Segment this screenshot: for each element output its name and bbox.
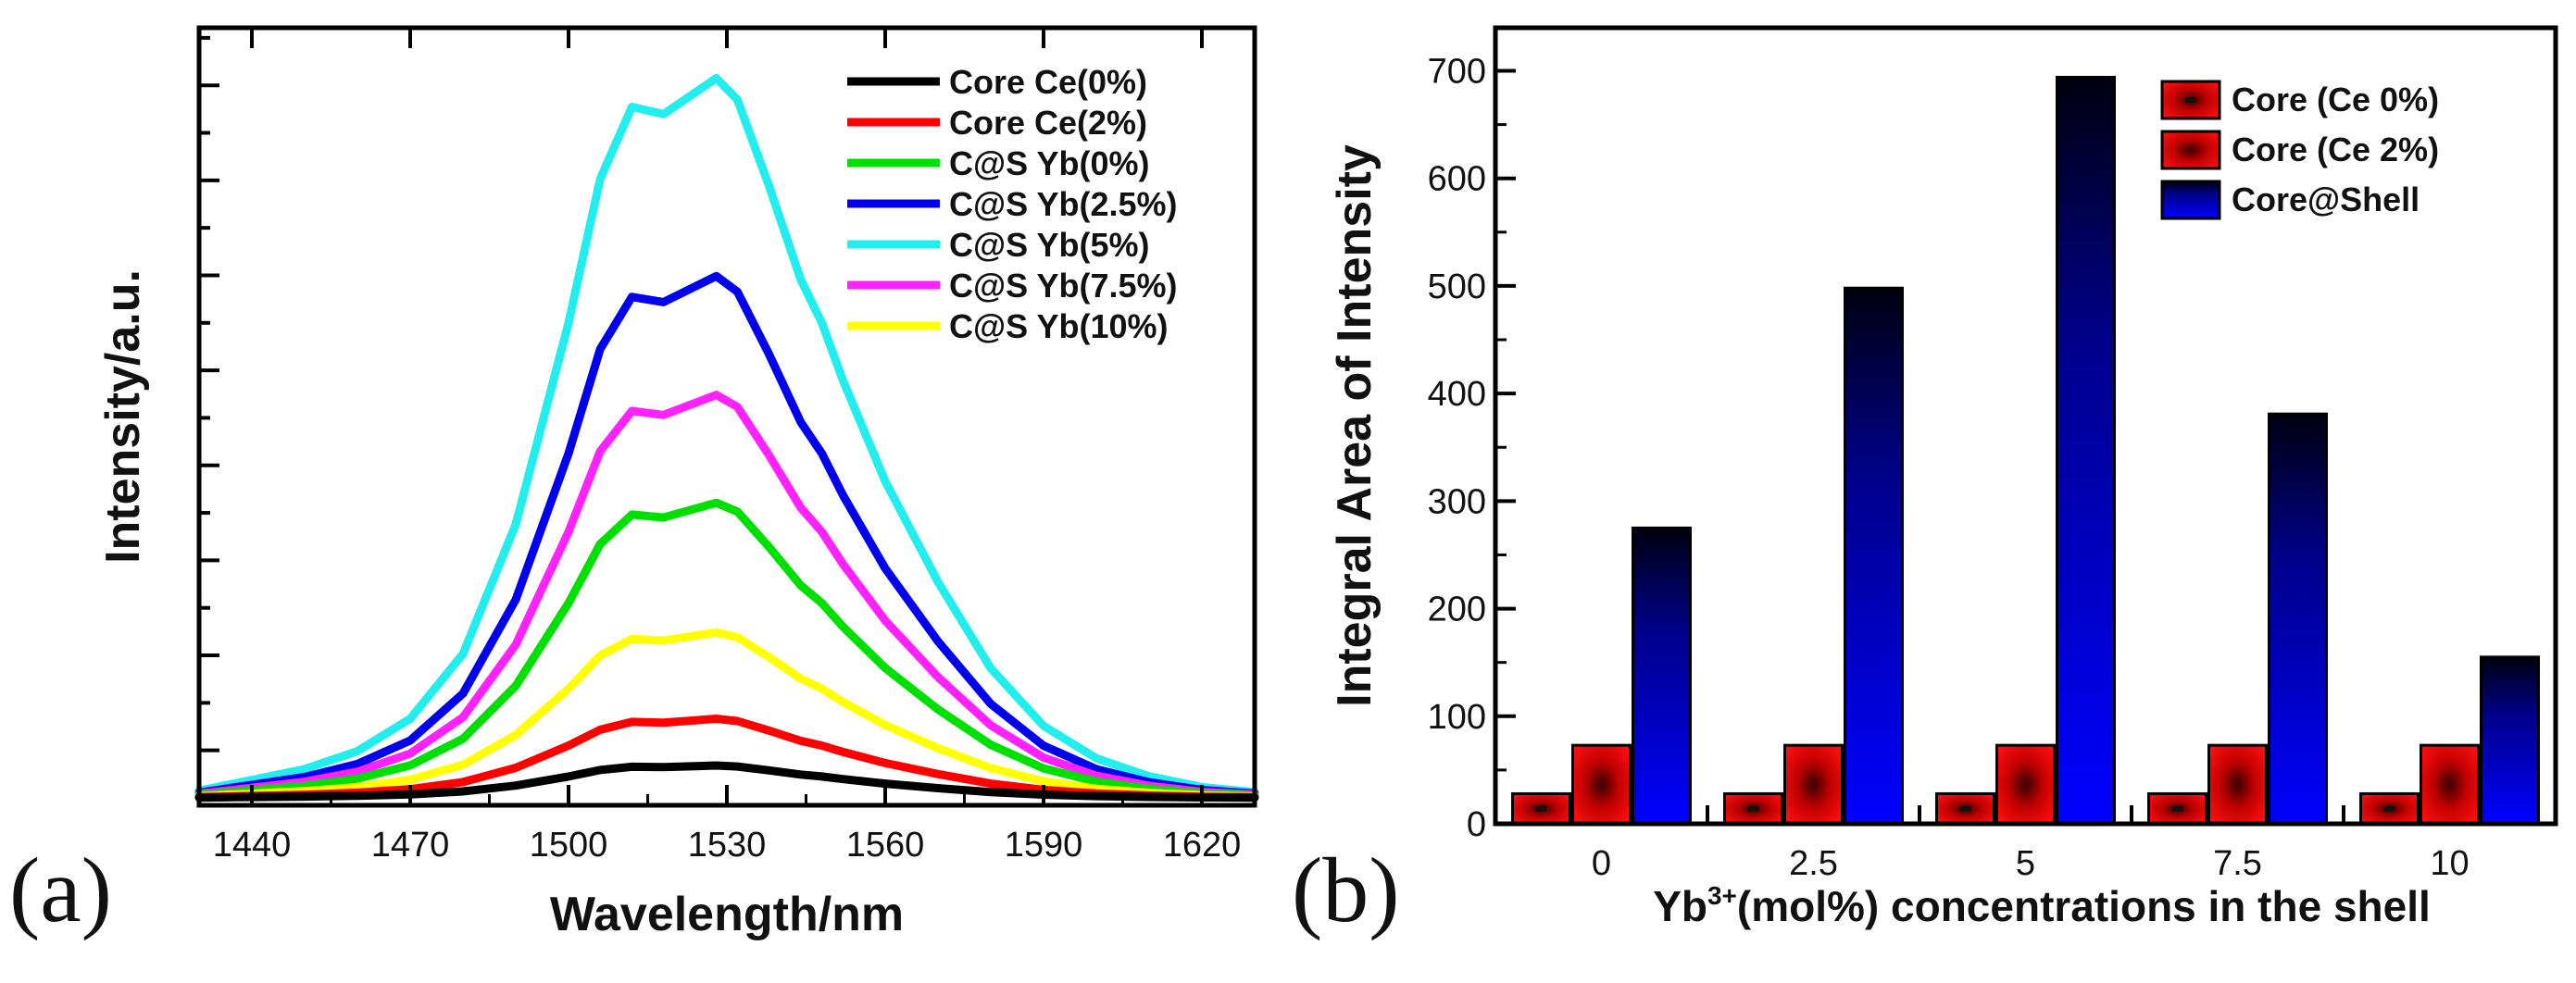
series-line [194, 391, 1259, 799]
x-tick-label: 1500 [530, 826, 608, 865]
legend-swatch [2160, 180, 2221, 220]
legend-label: Core (Ce 2%) [2232, 131, 2439, 168]
bar [1783, 743, 1844, 826]
panel-b-xlabel: Yb3+(mol%) concentrations in the shell [1653, 881, 2431, 930]
panel-b-xlabel-rest: (mol%) concentrations in the shell [1737, 882, 2431, 930]
panel-a-spectra-chart: 1440 1470 1500 1530 1560 1590 1620 Core Ce(0%)… [9, 25, 1259, 941]
legend-label: Core Ce(2%) [949, 104, 1147, 142]
panel-b-ylabel: Integral Area of Intensity [1328, 144, 1382, 707]
x-tick-label: 7.5 [2213, 844, 2262, 883]
y-tick-label: 700 [1428, 52, 1486, 91]
panel-a-ylabel: Intensity/a.u. [96, 269, 150, 564]
bar [2420, 743, 2480, 826]
panel-b-frame [1493, 25, 2558, 827]
legend-label: Core@Shell [2232, 180, 2420, 218]
bar [2056, 75, 2116, 826]
series-line [194, 628, 1259, 802]
x-tick-label: 1620 [1163, 826, 1242, 865]
legend-swatch [2160, 130, 2221, 170]
panel-b-ticks: 0 100 200 300 400 500 600 700 0 2.5 5 7.5 10 [1428, 52, 2557, 883]
series-line [194, 761, 1259, 803]
x-tick-label: 0 [1592, 844, 1611, 883]
bar-marker [1959, 805, 1971, 812]
bar [2480, 655, 2540, 826]
x-tick-label: 5 [2016, 844, 2035, 883]
panel-b-legend: Core (Ce 0%) Core (Ce 2%) Core@Shell [2160, 80, 2439, 220]
bar [1844, 286, 1904, 826]
bar-marker [1535, 805, 1547, 812]
x-tick-label: 10 [2430, 844, 2469, 883]
x-tick-label: 2.5 [1789, 844, 1838, 883]
y-tick-label: 600 [1428, 160, 1486, 199]
legend-label: C@S Yb(0%) [949, 144, 1149, 182]
legend-label: C@S Yb(10%) [949, 307, 1169, 345]
legend-swatch-marker [2185, 97, 2196, 103]
x-tick-label: 1440 [213, 826, 292, 865]
legend-label: C@S Yb(2.5%) [949, 185, 1178, 223]
bar-marker [2383, 805, 2395, 812]
series-line [194, 271, 1259, 798]
series-line [194, 498, 1259, 800]
bar-marker [2171, 805, 2183, 812]
bar [2207, 743, 2268, 826]
panel-a-label: (a) [9, 839, 112, 941]
panel-b-label: (b) [1292, 839, 1400, 941]
series-line [194, 73, 1259, 797]
legend-label: C@S Yb(7.5%) [949, 267, 1178, 305]
spectra-curves [194, 73, 1259, 803]
legend-label: C@S Yb(5%) [949, 226, 1149, 264]
panel-b-xlabel-sup: 3+ [1707, 881, 1737, 910]
panel-b-bar-chart: 0 100 200 300 400 500 600 700 0 2.5 5 7.5 10 Core (C… [1292, 25, 2558, 941]
panel-a-xlabel: Wavelength/nm [550, 888, 904, 941]
legend-label: Core (Ce 0%) [2232, 81, 2439, 118]
panel-b-xlabel-main: Yb [1653, 882, 1707, 930]
series-line [194, 715, 1259, 802]
x-tick-label: 1470 [371, 826, 450, 865]
panel-a-legend: Core Ce(0%)Core Ce(2%)C@S Yb(0%)C@S Yb(2… [847, 63, 1178, 345]
y-tick-label: 300 [1428, 482, 1486, 521]
x-tick-label: 1590 [1005, 826, 1083, 865]
bar-groups [1511, 75, 2540, 826]
y-tick-label: 0 [1467, 805, 1486, 844]
y-tick-label: 500 [1428, 268, 1486, 306]
bar [2268, 412, 2328, 826]
bar-marker [1747, 805, 1759, 812]
panel-a-ticks: 1440 1470 1500 1530 1560 1590 1620 [199, 28, 1241, 865]
y-tick-label: 200 [1428, 591, 1486, 629]
legend-label: Core Ce(0%) [949, 63, 1147, 101]
bar [1632, 526, 1692, 826]
bar [1995, 743, 2056, 826]
y-tick-label: 400 [1428, 375, 1486, 414]
bar [1571, 743, 1632, 826]
x-tick-label: 1530 [688, 826, 767, 865]
y-tick-label: 100 [1428, 698, 1486, 737]
x-tick-label: 1560 [846, 826, 925, 865]
